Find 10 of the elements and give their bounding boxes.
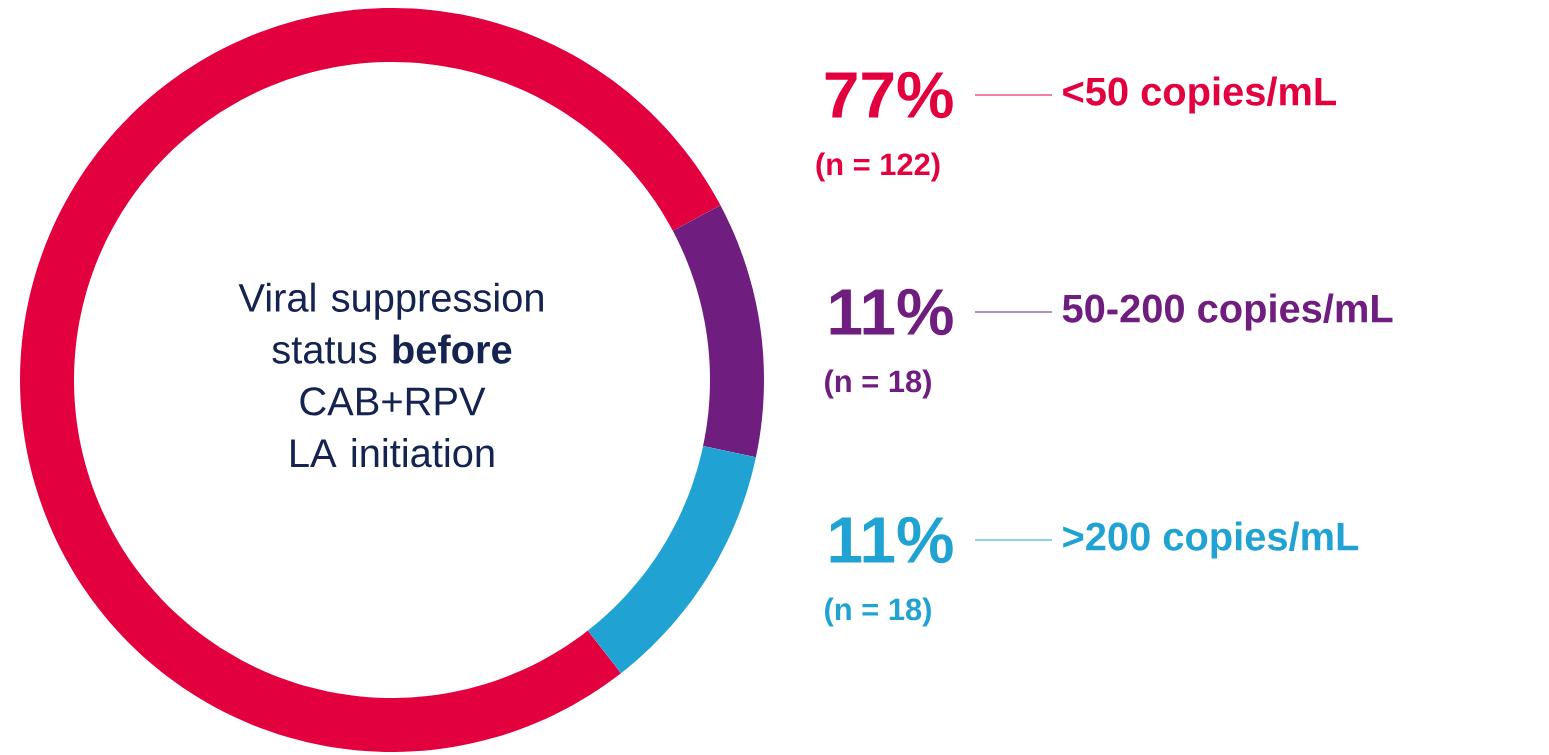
- text: (n = 18): [825, 369, 931, 399]
- data-label: 77%: [825, 71, 953, 119]
- text: (n = 122): [816, 152, 940, 182]
- legend-label: 50-200 copies/mL: [1062, 293, 1393, 331]
- text: (n = 18): [825, 597, 931, 627]
- legend-label: >200 copies/mL: [1063, 521, 1359, 559]
- data-label: 11%: [830, 516, 953, 564]
- text: Viral suppression status before CAB+RPV LA initiation: [238, 282, 543, 468]
- legend-label: <50 copies/mL: [1063, 76, 1337, 114]
- data-label: 11%: [830, 288, 953, 336]
